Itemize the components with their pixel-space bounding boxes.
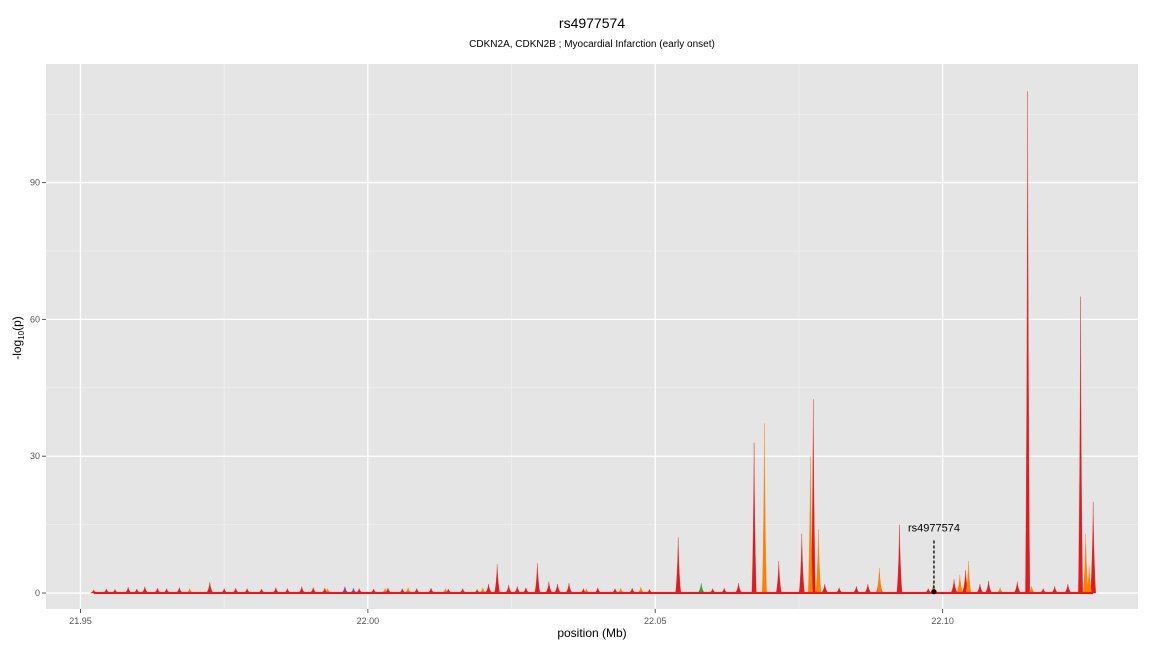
y-axis-label-main: -log <box>10 340 24 360</box>
annotation-point <box>931 589 937 595</box>
peak-orange <box>815 529 822 594</box>
peak-red <box>206 582 214 594</box>
peak-orange <box>965 561 972 594</box>
peak-red <box>1064 583 1072 594</box>
y-tick-label: 0 <box>35 588 40 598</box>
peak-red <box>751 442 757 594</box>
peak-orange <box>1086 565 1092 594</box>
peak-red <box>735 582 743 594</box>
y-axis-label: -log10(p) <box>10 316 26 360</box>
peak-orange <box>956 574 964 594</box>
peak-red <box>985 580 993 594</box>
peak-red <box>810 399 816 594</box>
x-tick-label: 22.05 <box>644 616 667 626</box>
peak-red <box>950 579 958 594</box>
peak-red <box>896 524 903 594</box>
peak-red <box>821 583 829 594</box>
x-tick-label: 22.10 <box>931 616 954 626</box>
peak-red <box>534 563 541 594</box>
peak-green <box>697 582 705 594</box>
x-tick-label: 22.00 <box>357 616 380 626</box>
y-tick-label: 60 <box>30 314 40 324</box>
peak-red <box>675 537 681 594</box>
peak-red <box>864 583 872 594</box>
chart-subtitle: CDKN2A, CDKN2B ; Myocardial Infarction (… <box>469 39 715 50</box>
peak-red <box>1013 581 1021 594</box>
peak-red <box>799 533 805 594</box>
peak-red <box>1090 501 1096 594</box>
baseline-band <box>93 591 1094 595</box>
peak-red <box>565 582 573 594</box>
peak-orange <box>1082 533 1089 594</box>
peak-red <box>1078 296 1083 594</box>
series-layer <box>90 91 1096 595</box>
peak-red <box>554 583 562 594</box>
peak-orange <box>762 423 767 594</box>
x-axis-label: position (Mb) <box>557 626 626 640</box>
y-axis-ticks: 0 30 60 90 <box>30 178 46 598</box>
annotation-label: rs4977574 <box>908 522 960 534</box>
y-tick-label: 30 <box>30 451 40 461</box>
annotation-layer: rs4977574 <box>908 522 960 595</box>
y-tick-label: 90 <box>30 178 40 188</box>
peak-orange <box>808 456 813 594</box>
peak-red <box>776 561 782 594</box>
peak-red <box>976 583 984 594</box>
peak-orange <box>876 567 883 594</box>
peak-red <box>494 564 500 594</box>
y-axis-label-subscript: 10 <box>17 330 26 339</box>
chart-title: rs4977574 <box>559 15 625 31</box>
peak-red <box>505 584 513 594</box>
y-axis-label-tail: (p) <box>10 316 24 331</box>
peak-red <box>545 581 553 594</box>
peak-red <box>485 583 493 594</box>
plot-background <box>46 64 1138 609</box>
x-tick-label: 21.95 <box>69 616 92 626</box>
x-axis-ticks: 21.95 22.00 22.05 22.10 <box>69 609 954 626</box>
